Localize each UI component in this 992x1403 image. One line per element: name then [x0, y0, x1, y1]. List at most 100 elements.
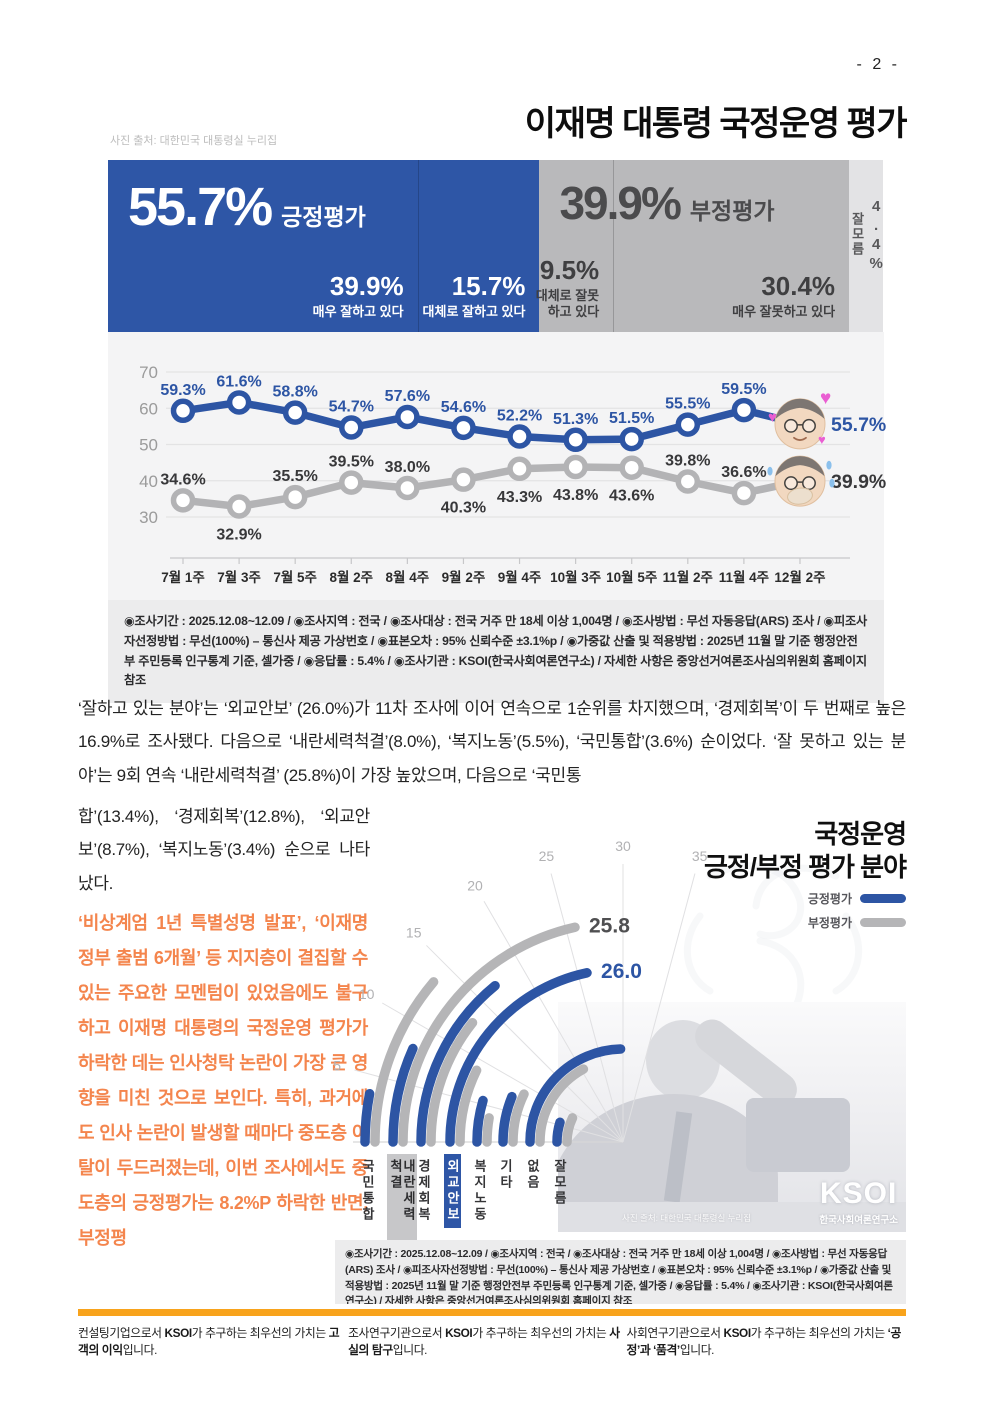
field-chart-legend: 긍정평가 부정평가 [606, 890, 906, 938]
president-photo: 사진 출처: 대한민국 대통령실 누리집 KSOI 한국사회여론연구소 [558, 1002, 906, 1232]
svg-text:11월 4주: 11월 4주 [719, 569, 769, 585]
fan-category-label: 없음 [525, 1159, 540, 1191]
banner-sub-block: 30.4% 매우 잘못하고 있다 [732, 270, 836, 320]
arc-positive-2 [416, 980, 500, 1147]
banner-positive-headline: 55.7% 긍정평가 [128, 176, 366, 238]
svg-text:30: 30 [615, 838, 631, 854]
svg-text:10: 10 [359, 986, 375, 1002]
arc-negative-2 [426, 1017, 478, 1147]
banner-sub-block: 39.9% 매우 잘하고 있다 [313, 271, 404, 320]
final-value-label: 55.7% [831, 414, 886, 436]
svg-text:70: 70 [139, 363, 158, 382]
svg-text:9월 2주: 9월 2주 [442, 569, 486, 585]
photo-credit: 사진 출처: 대한민국 대통령실 누리집 [110, 135, 278, 147]
approval-summary-banner: 39.9% 매우 잘하고 있다 55.7% 긍정평가 15.7% 대체로 잘하고 있다 9.… [108, 160, 885, 332]
body-paragraph-1: ‘잘하고 있는 분야’는 ‘외교안보’ (26.0%)가 11차 조사에 이어 … [78, 699, 906, 785]
arc-positive-0 [360, 1088, 375, 1147]
survey-methodology-note: ◉조사기간 : 2025.12.08~12.09 / ◉조사지역 : 전국 / … [108, 600, 884, 704]
banner-unsure-label: 잘모름 [849, 212, 865, 257]
value-label: 59.3% [160, 382, 205, 399]
photo-desk-shape [558, 1202, 906, 1232]
field-chart-title-line1: 국정운영 [814, 819, 907, 849]
value-label: 59.5% [721, 381, 766, 398]
banner-negative-headline: 39.9% 부정평가 [559, 176, 774, 230]
svg-text:25: 25 [539, 848, 555, 864]
positive-label: 긍정평가 [281, 204, 366, 230]
value-label: 39.8% [665, 452, 710, 469]
field-radial-chart: 5 10 15 20 25 30 35 25.8 26.0 국민통합 내란세력척결 경제회복 외교안보 복… [333, 838, 906, 1240]
negative-line-series: 34.6% 32.9% 35.5% 39.5% 38.0% 40.3% 43.3% 43.8%… [160, 452, 886, 543]
arc-positive-6 [525, 1044, 626, 1147]
value-label: 36.6% [721, 464, 766, 481]
footer-statement: 조사연구기관으로서 KSOI가 추구하는 최우선의 가치는 사실의 탐구입니다. [348, 1326, 620, 1357]
fan-category-label: 내란세력척결 [387, 1154, 417, 1240]
svg-text:35: 35 [692, 848, 708, 864]
fan-category-label: 외교안보 [444, 1154, 461, 1228]
page-title: 이재명 대통령 국정운영 평가 [524, 105, 908, 143]
final-value-label: 39.9% [831, 471, 886, 493]
banner-sub-block: 15.7% 대체로 잘하고 있다 [423, 271, 526, 320]
data-point [563, 427, 588, 453]
banner-seg-unsure: 4.4%잘모름 [848, 160, 885, 332]
field-chart-svg: 5 10 15 20 25 30 35 25.8 26.0 [333, 838, 708, 1147]
sweat-icon [829, 478, 835, 488]
negative-value: 39.9% [559, 177, 681, 229]
data-point [451, 415, 476, 441]
data-point [563, 454, 588, 480]
data-point [619, 455, 644, 480]
footer-statement: 사회연구기관으로서 KSOI가 추구하는 최우선의 가치는 ‘공정’과 ‘품격’… [626, 1326, 901, 1357]
president-avatar-negative [767, 455, 835, 507]
value-label: 40.3% [441, 500, 486, 517]
arc-negative-4 [482, 1113, 494, 1147]
fan-category-label: 잘모름 [552, 1159, 567, 1207]
arc-positive-7 [552, 1117, 565, 1147]
value-label: 52.2% [497, 408, 542, 425]
svg-text:10월 3주: 10월 3주 [550, 569, 601, 585]
banner-seg-very-negative: 30.4% 매우 잘못하고 있다 [613, 160, 850, 332]
legend-row: 부정평가 [606, 914, 906, 931]
president-avatar-positive: ♥ ♥ ♥ [768, 388, 831, 450]
banner-unsure-value: 4.4% [867, 198, 885, 274]
footer-statements: 컨설팅기업으로서 KSOI가 추구하는 최우선의 가치는 고객의 이익입니다. 조… [78, 1324, 914, 1358]
banner-seg-somewhat-positive: 15.7% 대체로 잘하고 있다 [417, 160, 540, 332]
arc-negative-0 [370, 977, 439, 1147]
banner-unsure-text: 4.4%잘모름 [848, 198, 885, 332]
data-point [675, 412, 701, 437]
value-label: 51.5% [609, 410, 654, 427]
svg-text:8월 2주: 8월 2주 [329, 569, 373, 585]
arc-negative-3 [455, 1065, 482, 1147]
data-point [282, 484, 308, 510]
data-point [170, 398, 196, 424]
banner-sub-value: 30.4% [761, 270, 836, 301]
data-point [339, 415, 364, 440]
svg-text:10월 5주: 10월 5주 [606, 569, 657, 585]
legend-label: 부정평가 [807, 916, 852, 930]
value-label: 43.6% [609, 488, 654, 505]
svg-text:7월 3주: 7월 3주 [217, 569, 261, 585]
photo-phone-shape [746, 1098, 850, 1172]
data-point [395, 475, 420, 501]
sweat-icon [826, 460, 832, 470]
ksoi-org-name: 한국사회여론연구소 [819, 1215, 898, 1226]
value-label: 32.9% [216, 526, 261, 543]
heart-icon: ♥ [820, 388, 831, 409]
value-label: 35.5% [272, 468, 317, 485]
svg-text:8월 4주: 8월 4주 [386, 569, 430, 585]
trend-chart-svg: 30 40 50 60 70 7월 1주 7월 3주 7월 5주 8월 2주 8월 4주 9월 2주… [139, 363, 886, 585]
data-point [339, 470, 364, 495]
value-label: 58.8% [272, 384, 317, 401]
data-point [282, 400, 308, 425]
heart-icon: ♥ [818, 432, 826, 447]
data-point [619, 426, 644, 452]
fan-category-label: 복지노동 [472, 1159, 487, 1223]
arc-negative-5 [508, 1089, 529, 1147]
photo-credit-overlay: 사진 출처: 대한민국 대통령실 누리집 [622, 1213, 752, 1223]
highlight-paragraph: ‘비상계엄 1년 특별성명 발표’, ‘이재명정부 출범 6개월’ 등 지지층이… [78, 913, 368, 1248]
svg-text:30: 30 [139, 508, 158, 527]
value-label: 54.7% [329, 398, 374, 415]
data-point [675, 469, 701, 494]
value-label: 51.3% [553, 411, 598, 428]
arc-negative-6 [535, 1064, 589, 1147]
data-point [731, 480, 757, 506]
data-point [226, 390, 252, 415]
